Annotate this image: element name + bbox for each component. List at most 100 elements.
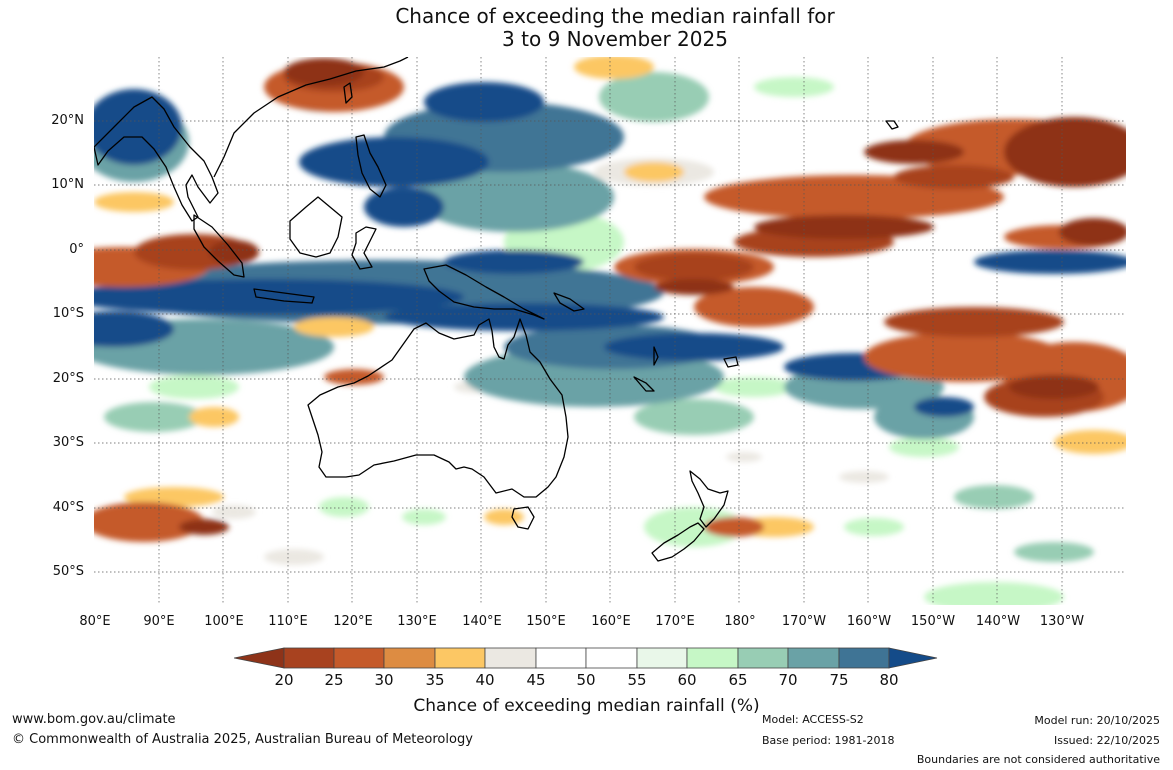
probability-patch-35 (1054, 430, 1126, 454)
base-period: Base period: 1981-2018 (762, 734, 895, 747)
colorbar-segment (383, 647, 436, 669)
rainfall-probability-map (94, 57, 1126, 605)
new-zealand-north-island (689, 470, 729, 528)
new-caledonia (633, 376, 655, 392)
probability-patch-35 (189, 407, 239, 427)
lat-label: 20°S (52, 371, 84, 386)
probability-patch-80 (604, 333, 784, 361)
colorbar-tick: 70 (778, 671, 798, 689)
colorbar-segment (838, 647, 890, 669)
probability-patch-80 (299, 137, 489, 187)
lon-label: 130°W (1039, 614, 1085, 629)
website-link[interactable]: www.bom.gov.au/climate (12, 712, 176, 727)
fiji (723, 356, 739, 368)
mainland-asia-coastline (94, 96, 219, 222)
probability-patch-40 (839, 471, 889, 483)
probability-patch-80 (364, 187, 444, 227)
probability-patch-40 (726, 452, 762, 462)
model-run-date: Model run: 20/10/2025 (1034, 714, 1160, 727)
colorbar-segment (636, 647, 688, 669)
colorbar-segment (333, 647, 385, 669)
graticule (94, 57, 1126, 605)
borneo-coastline (289, 196, 343, 258)
colorbar-segment (686, 647, 739, 669)
colorbar-below-min-arrow (234, 647, 285, 669)
colorbar-tick: 25 (324, 671, 344, 689)
coastlines (94, 57, 899, 562)
new-zealand-south-island (651, 522, 705, 562)
probability-patch-65 (954, 485, 1034, 509)
colorbar-tick: 65 (728, 671, 748, 689)
colorbar-tick: 35 (425, 671, 445, 689)
solomon-islands (553, 292, 585, 312)
map-title-line-1: Chance of exceeding the median rainfall … (395, 4, 835, 28)
probability-patch-70 (414, 162, 614, 232)
lon-label: 170°E (655, 614, 695, 629)
colorbar-segment (535, 647, 587, 669)
probability-patch-25 (884, 307, 1064, 337)
lon-label: 160°W (846, 614, 892, 629)
probability-patch-60 (402, 509, 446, 525)
probability-patch-35 (94, 192, 174, 212)
lat-label: 10°N (51, 177, 84, 192)
new-guinea-coastline (423, 264, 545, 320)
probability-patch-30 (324, 369, 384, 385)
colorbar-tick: 55 (627, 671, 647, 689)
colorbar-segment (434, 647, 486, 669)
colorbar-tick: 60 (677, 671, 697, 689)
probability-patch-25 (894, 165, 1014, 189)
lat-label: 0° (69, 242, 84, 257)
java-coastline (253, 288, 315, 304)
lon-label: 150°W (910, 614, 956, 629)
copyright-notice: © Commonwealth of Australia 2025, Austra… (12, 732, 473, 747)
boundaries-disclaimer: Boundaries are not considered authoritat… (916, 753, 1160, 766)
lon-label: 130°E (397, 614, 437, 629)
colorbar-tick: 45 (526, 671, 546, 689)
lat-label: 40°S (52, 500, 84, 515)
lat-label: 50°S (52, 564, 84, 579)
probability-patch-65 (1014, 542, 1094, 562)
lon-label: 140°W (975, 614, 1021, 629)
lon-label: 120°E (333, 614, 373, 629)
lat-label: 10°S (52, 306, 84, 321)
lon-label: 110°E (268, 614, 308, 629)
probability-patch-80 (94, 311, 174, 347)
colorbar-tick: 75 (829, 671, 849, 689)
probability-fields (94, 57, 1126, 605)
sulawesi-coastline (351, 226, 377, 270)
lon-label: 170°W (781, 614, 827, 629)
probability-patch-65 (599, 72, 709, 122)
colorbar-tick: 50 (576, 671, 596, 689)
probability-patch-65 (634, 399, 754, 435)
colorbar-segment (484, 647, 537, 669)
probability-patch-60 (924, 582, 1064, 605)
probability-patch-30 (94, 502, 204, 542)
lon-label: 140°E (462, 614, 502, 629)
probability-patch-25 (634, 253, 754, 281)
probability-patch-20 (864, 140, 964, 164)
probability-patch-20 (1004, 117, 1126, 187)
colorbar-segment (283, 647, 335, 669)
probability-patch-60 (844, 518, 904, 536)
colorbar-tick: 80 (879, 671, 899, 689)
probability-patch-80 (444, 250, 584, 274)
tasmania-coastline (511, 506, 535, 530)
probability-patch-20 (654, 279, 734, 295)
probability-patch-65 (104, 402, 204, 432)
colorbar-segment (737, 647, 789, 669)
vanuatu (653, 346, 659, 366)
probability-patch-60 (149, 375, 239, 399)
probability-patch-20 (179, 519, 229, 535)
hawaii (885, 120, 899, 130)
lon-label: 180° (724, 614, 756, 629)
map-canvas (94, 57, 1126, 605)
probability-patch-60 (319, 497, 369, 517)
probability-patch-35 (294, 317, 374, 337)
probability-patch-35 (624, 162, 684, 182)
probability-patch-60 (714, 377, 794, 397)
probability-patch-20 (284, 58, 364, 86)
colorbar-tick: 40 (475, 671, 495, 689)
lat-label: 20°N (51, 113, 84, 128)
colorbar (234, 647, 938, 669)
lon-label: 90°E (143, 614, 175, 629)
